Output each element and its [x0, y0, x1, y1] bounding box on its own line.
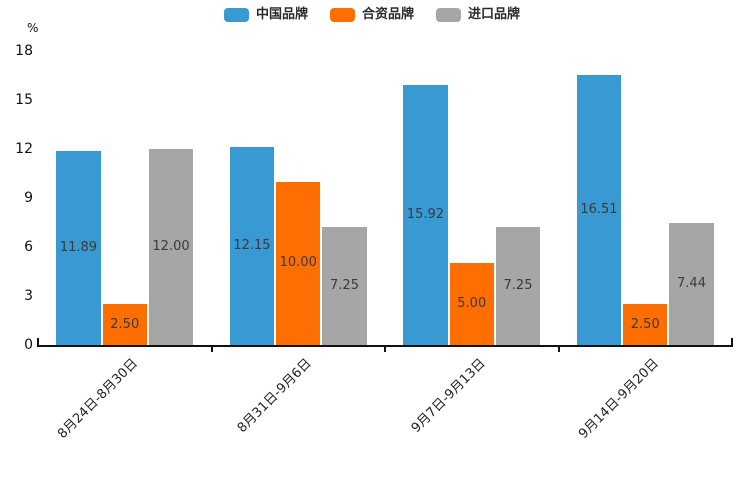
legend-item-joint-venture-brands[interactable]: 合资品牌: [329, 7, 414, 23]
x-axis-category-label: 8月24日-8月30日: [55, 356, 142, 442]
bar-value-label: 2.50: [110, 316, 140, 332]
y-axis-tick-label: 6: [24, 239, 33, 255]
x-axis-tick: [731, 338, 733, 345]
bar-value-label: 12.00: [152, 239, 190, 254]
bar-value-label: 7.25: [330, 277, 359, 293]
x-axis-tick: [210, 347, 213, 352]
bar[interactable]: [623, 304, 668, 345]
bar[interactable]: [56, 150, 101, 345]
legend-swatch-icon: [329, 8, 355, 22]
bar-value-label: 7.25: [503, 277, 533, 293]
bar-value-label: 16.51: [580, 202, 618, 218]
bar-value-label: 11.89: [59, 239, 98, 255]
legend-label: 中国品牌: [255, 7, 308, 22]
bar[interactable]: [449, 263, 494, 345]
bar-value-label: 12.15: [233, 237, 271, 253]
y-axis-tick-label: 18: [15, 43, 33, 59]
bar[interactable]: [322, 226, 367, 345]
legend-swatch-icon: [223, 8, 249, 22]
bar-value-label: 2.50: [630, 316, 660, 332]
x-axis-tick: [557, 347, 560, 352]
legend-label: 合资品牌: [361, 7, 414, 22]
bar[interactable]: [576, 75, 622, 345]
y-axis-tick-label: 15: [15, 92, 33, 108]
x-axis-tick: [37, 338, 39, 345]
bar[interactable]: [229, 146, 275, 345]
legend-item-imported-brands[interactable]: 进口品牌: [436, 7, 520, 23]
y-axis-tick-label: 9: [24, 190, 33, 206]
bar[interactable]: [102, 304, 147, 345]
legend-label: 进口品牌: [468, 7, 521, 22]
bar-value-label: 5.00: [457, 296, 487, 312]
x-axis-category-label: 8月31日-9月6日: [234, 356, 315, 436]
x-axis-category-label: 9月7日-9月13日: [408, 356, 489, 436]
bar[interactable]: [276, 181, 321, 345]
bar[interactable]: [403, 84, 448, 345]
bar[interactable]: [495, 226, 541, 345]
legend-swatch-icon: [436, 8, 461, 22]
y-axis-tick-label: 0: [24, 337, 33, 353]
bar-value-label: 15.92: [406, 206, 445, 222]
legend: 中国品牌 合资品牌 进口品牌: [0, 7, 744, 23]
y-axis-tick-label: 3: [24, 288, 33, 304]
x-axis-category-label: 9月14日-9月20日: [576, 356, 662, 442]
bar[interactable]: [148, 149, 194, 345]
bar-value-label: 10.00: [279, 255, 317, 271]
bar[interactable]: [669, 223, 714, 345]
x-axis-line: [37, 345, 733, 347]
legend-item-china-brands[interactable]: 中国品牌: [223, 7, 308, 23]
bar-value-label: 7.44: [677, 276, 706, 292]
y-axis-unit-label: %: [27, 21, 39, 35]
y-axis-tick-label: 12: [15, 141, 33, 157]
x-axis-tick: [384, 347, 386, 352]
